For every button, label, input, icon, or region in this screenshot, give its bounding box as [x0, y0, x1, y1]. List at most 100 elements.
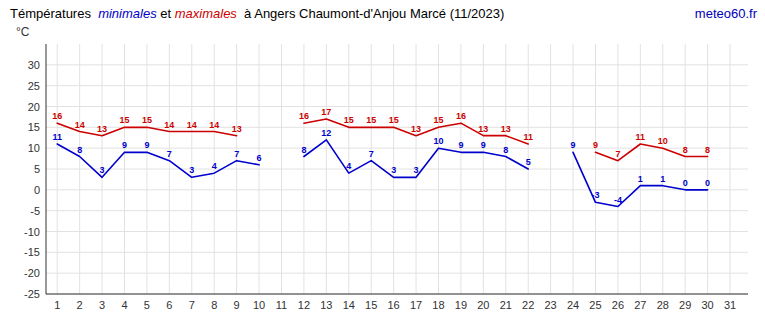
chart: -25-20-15-10-505101520253012345678910111…: [0, 0, 765, 320]
y-tick-label: -20: [24, 267, 40, 279]
grid-line: [46, 148, 748, 149]
grid-line: [281, 44, 282, 294]
x-tick-label: 13: [320, 299, 332, 311]
x-tick-label: 17: [410, 299, 422, 311]
data-label: 14: [164, 120, 174, 130]
grid-line: [595, 44, 596, 294]
grid-line: [573, 44, 574, 294]
grid-line: [46, 85, 748, 86]
y-tick-label: -15: [24, 246, 40, 258]
x-axis: [46, 294, 748, 295]
data-label: 15: [366, 115, 376, 125]
grid-line: [483, 44, 484, 294]
x-tick-label: 19: [455, 299, 467, 311]
data-label: 10: [433, 136, 443, 146]
series-line: [57, 119, 707, 161]
data-label: 3: [414, 165, 419, 175]
y-axis: [46, 44, 47, 294]
grid-line: [46, 64, 748, 65]
y-tick-label: 5: [34, 163, 40, 175]
data-label: 10: [658, 136, 668, 146]
data-labels: 1183997347681247331099859-3-411001614131…: [52, 107, 710, 205]
data-label: -4: [614, 195, 622, 205]
x-tick-label: 31: [724, 299, 736, 311]
y-tick-label: 15: [28, 121, 40, 133]
x-tick-label: 20: [477, 299, 489, 311]
y-tick-label: 10: [28, 142, 40, 154]
x-tick-label: 23: [545, 299, 557, 311]
grid-line: [617, 44, 618, 294]
data-label: 7: [369, 149, 374, 159]
data-label: 7: [167, 149, 172, 159]
x-tick-label: 15: [365, 299, 377, 311]
y-tick-label: 25: [28, 80, 40, 92]
data-label: 12: [321, 128, 331, 138]
grid-line: [303, 44, 304, 294]
y-axis-label: °C: [16, 25, 30, 39]
grid: [46, 44, 748, 294]
grid-line: [259, 44, 260, 294]
data-label: 15: [119, 115, 129, 125]
data-label: 16: [299, 111, 309, 121]
x-tick-label: 27: [634, 299, 646, 311]
data-label: 15: [344, 115, 354, 125]
data-label: 15: [389, 115, 399, 125]
data-label: 1: [638, 174, 643, 184]
data-label: 14: [75, 120, 85, 130]
data-label: 8: [301, 145, 306, 155]
data-label: 11: [523, 132, 533, 142]
grid-line: [662, 44, 663, 294]
title-part: à Angers Chaumont-d'Anjou Marcé (11/2023…: [237, 6, 504, 21]
title-series-name: minimales: [98, 6, 157, 21]
data-label: 8: [705, 145, 710, 155]
grid-line: [79, 44, 80, 294]
data-label: 3: [100, 165, 105, 175]
data-label: 15: [142, 115, 152, 125]
grid-line: [460, 44, 461, 294]
title-series-name: maximales: [175, 6, 238, 21]
x-tick-label: 21: [500, 299, 512, 311]
data-label: 14: [209, 120, 219, 130]
data-label: 8: [683, 145, 688, 155]
title-part: et: [157, 6, 175, 21]
grid-line: [550, 44, 551, 294]
y-tick-label: 20: [28, 101, 40, 113]
x-tick-label: 16: [388, 299, 400, 311]
y-tick-label: -5: [30, 205, 40, 217]
data-label: 6: [257, 153, 262, 163]
x-tick-label: 28: [657, 299, 669, 311]
grid-line: [438, 44, 439, 294]
x-tick-label: 29: [679, 299, 691, 311]
data-label: 4: [346, 161, 351, 171]
data-label: 13: [501, 124, 511, 134]
data-label: 11: [636, 132, 646, 142]
grid-line: [326, 44, 327, 294]
data-label: 7: [615, 149, 620, 159]
data-label: 5: [526, 157, 531, 167]
data-label: 9: [593, 140, 598, 150]
x-tick-label: 5: [144, 299, 150, 311]
y-tick-label: -25: [24, 288, 40, 300]
x-tick-label: 3: [99, 299, 105, 311]
data-label: 0: [683, 178, 688, 188]
data-label: 8: [77, 145, 82, 155]
grid-line: [46, 273, 748, 274]
grid-line: [46, 252, 748, 253]
x-tick-label: 14: [343, 299, 355, 311]
grid-line: [730, 44, 731, 294]
x-tick-label: 4: [121, 299, 127, 311]
y-tick-label: 0: [34, 184, 40, 196]
data-label: 3: [391, 165, 396, 175]
data-label: 13: [97, 124, 107, 134]
x-tick-label: 7: [189, 299, 195, 311]
data-label: 9: [458, 140, 463, 150]
tick-labels: -25-20-15-10-505101520253012345678910111…: [24, 59, 736, 311]
grid-line: [236, 44, 237, 294]
data-label: 15: [433, 115, 443, 125]
x-tick-label: 18: [432, 299, 444, 311]
x-tick-label: 22: [522, 299, 534, 311]
data-label: 4: [212, 161, 217, 171]
data-label: 13: [478, 124, 488, 134]
x-tick-label: 12: [298, 299, 310, 311]
x-tick-label: 1: [54, 299, 60, 311]
